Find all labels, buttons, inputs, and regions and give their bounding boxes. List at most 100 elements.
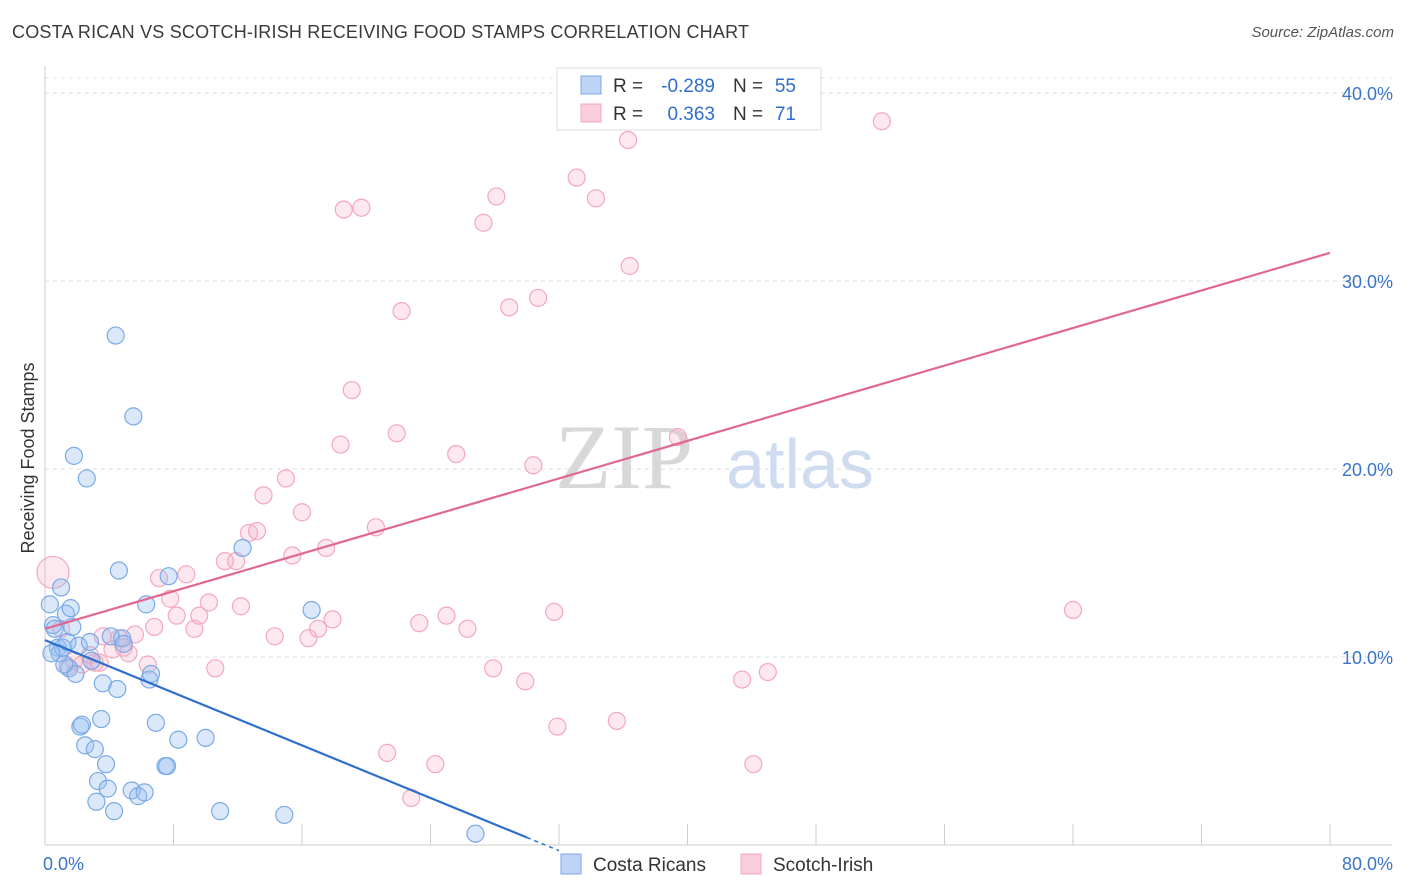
trend-line-costa-ricans — [44, 639, 528, 839]
scotch-irish-point — [254, 486, 273, 505]
scotch-irish-point — [392, 302, 411, 321]
costa-rican-point — [210, 802, 230, 821]
scotch-irish-point — [119, 644, 138, 663]
costa-rican-point — [466, 824, 485, 843]
costa-rican-point — [42, 644, 61, 663]
scotch-irish-point — [206, 659, 225, 678]
legend-n-label-2: N = — [733, 104, 763, 125]
legend-r-value-1: -0.289 — [661, 76, 715, 97]
costa-rican-point — [141, 664, 161, 684]
costa-rican-point — [302, 600, 321, 620]
scotch-irish-point — [474, 213, 493, 232]
scotch-irish-point — [545, 602, 564, 621]
bottom-legend-label-scotch-irish: Scotch-Irish — [773, 855, 873, 876]
scotch-irish-point — [334, 200, 353, 219]
bottom-legend-swatch-costa-ricans — [560, 853, 582, 875]
scotch-irish-point — [529, 288, 548, 308]
costa-rican-point — [196, 728, 215, 747]
scotch-irish-point — [516, 672, 535, 691]
scotch-irish-point — [426, 755, 445, 774]
scotch-irish-point — [231, 597, 251, 616]
scotch-irish-point — [190, 606, 209, 625]
scotch-irish-point — [276, 469, 296, 488]
costa-rican-point — [55, 655, 74, 674]
y-tick-label: 20.0% — [1342, 460, 1393, 480]
costa-rican-point — [64, 446, 84, 465]
trend-line-scotch-irish — [44, 251, 1331, 630]
costa-rican-point — [40, 595, 59, 614]
scotch-irish-point — [524, 456, 543, 475]
costa-rican-point — [85, 740, 104, 759]
y-tick-label: 10.0% — [1342, 648, 1393, 668]
costa-rican-point — [61, 599, 80, 618]
scotch-irish-point — [458, 619, 477, 638]
scotch-irish-point — [447, 444, 466, 464]
scotch-irish-point — [352, 198, 371, 217]
costa-rican-point — [92, 709, 111, 729]
scotch-irish-point — [500, 298, 519, 317]
legend-r-label-1: R = — [613, 76, 643, 97]
scotch-irish-point — [378, 743, 397, 762]
costa-rican-point — [77, 469, 96, 488]
costa-rican-point — [146, 713, 165, 732]
legend-r-label-2: R = — [613, 104, 643, 125]
stats-legend: R = -0.289 N = 55 R = 0.363 N = 71 — [556, 67, 822, 131]
scotch-irish-point — [607, 711, 626, 731]
scotch-irish-point — [744, 755, 763, 774]
costa-rican-point — [233, 538, 252, 558]
scotch-irish-point — [167, 606, 186, 625]
series-costa-ricans-points — [40, 326, 485, 843]
scotch-irish-point — [437, 606, 456, 625]
costa-rican-point — [72, 715, 92, 734]
costa-rican-point — [104, 802, 124, 821]
scotch-irish-point — [308, 619, 328, 638]
scotch-irish-point — [487, 187, 506, 206]
costa-rican-point — [98, 779, 117, 798]
y-tick-label: 30.0% — [1342, 272, 1393, 292]
scotch-irish-point — [145, 617, 164, 637]
scotch-irish-point — [342, 380, 361, 400]
scotch-irish-point — [484, 659, 503, 678]
costa-rican-point — [124, 407, 143, 426]
costa-rican-point — [96, 755, 116, 774]
source-label: Source: ZipAtlas.com — [1251, 24, 1394, 41]
costa-rican-point — [275, 805, 294, 825]
scotch-irish-point — [733, 670, 752, 689]
scotch-irish-point — [331, 435, 350, 454]
costa-rican-point — [80, 632, 100, 652]
scotch-irish-point — [265, 627, 284, 646]
y-axis-label: Receiving Food Stamps — [18, 362, 38, 553]
costa-rican-point — [159, 567, 178, 586]
costa-rican-point — [76, 736, 95, 755]
legend-swatch-scotch-irish — [580, 103, 602, 123]
costa-rican-point — [109, 561, 128, 580]
legend-n-value-1: 55 — [775, 76, 796, 97]
scotch-irish-point — [618, 130, 638, 150]
scotch-irish-point — [387, 424, 406, 443]
scotch-irish-point — [548, 717, 567, 736]
bottom-legend-label-costa-ricans: Costa Ricans — [593, 855, 706, 876]
scotch-irish-point — [567, 168, 586, 187]
scotch-irish-point — [586, 189, 606, 208]
axes — [44, 66, 1392, 846]
scotch-irish-point — [199, 593, 218, 612]
costa-rican-point — [114, 634, 133, 653]
scotch-irish-point — [177, 565, 196, 584]
costa-rican-point — [87, 792, 106, 811]
watermark-zip: ZIP — [555, 406, 693, 508]
costa-rican-point — [135, 783, 154, 802]
scotch-irish-point — [410, 614, 429, 633]
costa-rican-point — [106, 326, 125, 345]
scotch-irish-point — [247, 521, 267, 541]
legend-swatch-costa-ricans — [580, 75, 602, 95]
scotch-irish-point — [1063, 600, 1083, 620]
scotch-irish-point — [758, 662, 777, 682]
scotch-irish-point — [620, 256, 639, 276]
costa-rican-point — [51, 578, 71, 597]
watermark-atlas: atlas — [726, 425, 874, 503]
bottom-legend-swatch-scotch-irish — [740, 853, 762, 875]
trend-line-costa-ricans-extension — [526, 836, 560, 852]
costa-rican-point — [108, 679, 127, 699]
legend-n-value-2: 71 — [775, 104, 796, 125]
